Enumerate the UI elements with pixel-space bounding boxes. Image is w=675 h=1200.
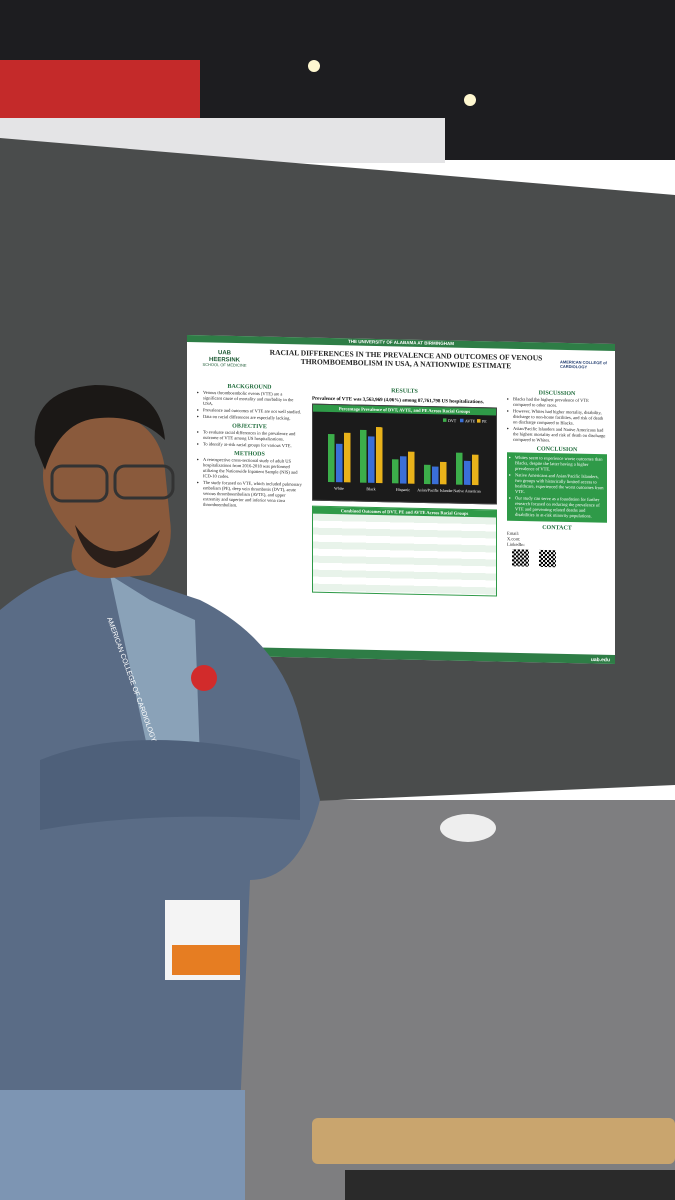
bar xyxy=(424,464,431,485)
poster-title: RACIAL DIFFERENCES IN THE PREVALENCE AND… xyxy=(269,348,543,371)
bar xyxy=(376,426,383,484)
bullet: Venous thromboembolic events (VTE) are a… xyxy=(203,390,302,409)
logo: UAB HEERSINK SCHOOL OF MEDICINE xyxy=(197,348,252,368)
section: BACKGROUNDVenous thromboembolic events (… xyxy=(197,382,302,422)
legend-swatch xyxy=(477,419,481,423)
category-label: Asian/Pacific Islander xyxy=(417,487,453,493)
contact: CONTACT Email: X.com: LinkedIn: xyxy=(507,523,607,572)
bar xyxy=(440,461,447,485)
bars: White Black Hispanic Asian/Pacific Islander… xyxy=(328,418,487,494)
shoe xyxy=(440,814,496,842)
bar xyxy=(368,436,375,483)
bar xyxy=(328,433,335,483)
legend-label: PE xyxy=(482,419,487,424)
section: OBJECTIVETo evaluate racial differences … xyxy=(197,422,302,449)
legend-label: DVT xyxy=(448,418,457,423)
table-title: Combined Outcomes of DVT, PE and AVTE Ac… xyxy=(313,506,496,518)
right-column: DISCUSSIONBlacks had the highest prevale… xyxy=(507,386,607,572)
bullet-list: A retrospective cross-sectional study of… xyxy=(197,457,302,510)
left-column: BACKGROUNDVenous thromboembolic events (… xyxy=(197,380,302,511)
section: DISCUSSIONBlacks had the highest prevale… xyxy=(507,389,607,444)
section: METHODSA retrospective cross-sectional s… xyxy=(197,449,302,510)
category-label: White xyxy=(334,486,344,491)
bullet-list: Venous thromboembolic events (VTE) are a… xyxy=(197,390,302,422)
bar xyxy=(400,456,407,484)
chart: Percentage Prevalence of DVT, AVTE, and … xyxy=(312,403,497,505)
legend-label: AVTE xyxy=(465,418,476,423)
qr-code xyxy=(539,549,556,568)
bar xyxy=(392,459,399,484)
category-label: Native American xyxy=(453,488,480,494)
bullet: To identify at-risk racial groups for va… xyxy=(203,441,302,449)
legend-swatch xyxy=(443,418,447,422)
section-heading: RESULTS xyxy=(391,386,418,395)
bullet-list: Whites seem to experience worse outcomes… xyxy=(507,452,607,523)
bullet: Native Americans and Asian/Pacific Islan… xyxy=(515,472,605,496)
bullet: However, Whites had higher mortality, di… xyxy=(513,408,607,426)
bar xyxy=(344,432,351,483)
light xyxy=(308,60,320,72)
bullet: The study focused on VTE, which included… xyxy=(203,480,302,510)
category-label: Hispanic xyxy=(396,487,410,492)
qr-code xyxy=(512,549,529,567)
bar xyxy=(456,452,463,485)
bullet: Data on racial differences are especiall… xyxy=(203,414,302,422)
contact-label: LinkedIn: xyxy=(507,541,525,548)
logo-school: SCHOOL OF MEDICINE xyxy=(202,362,247,368)
bar xyxy=(408,451,415,484)
results: RESULTS Prevalence of VTE was 3,563,969 … xyxy=(312,382,497,597)
bullet: Blacks had the highest prevalence of VTE… xyxy=(513,396,607,409)
bar xyxy=(360,429,367,483)
bullet-list: To evaluate racial differences in the pr… xyxy=(197,429,302,449)
bullet: Whites seem to experience worse outcomes… xyxy=(515,455,605,473)
poster-header: UAB HEERSINK SCHOOL OF MEDICINE RACIAL D… xyxy=(187,342,615,386)
category-label: Black xyxy=(366,486,375,491)
footer: uab.edu xyxy=(590,656,610,663)
table: Combined Outcomes of DVT, PE and AVTE Ac… xyxy=(312,505,497,597)
college: AMERICAN COLLEGE of CARDIOLOGY xyxy=(560,359,607,370)
bullet: Our study can serve as a foundation for … xyxy=(515,495,605,519)
poster-tube xyxy=(312,1118,675,1164)
legend-swatch xyxy=(460,418,464,423)
contact-labels: Email: X.com: LinkedIn: xyxy=(507,531,607,550)
bullet: A retrospective cross-sectional study of… xyxy=(203,457,302,481)
bullet: To evaluate racial differences in the pr… xyxy=(203,429,302,442)
wall-red xyxy=(0,60,200,120)
bar xyxy=(432,466,439,485)
light xyxy=(464,94,476,106)
equipment xyxy=(345,1170,675,1200)
bar xyxy=(464,460,471,485)
bullet: Asian/Pacific Islanders and Native Ameri… xyxy=(513,426,607,444)
bar xyxy=(336,443,343,483)
bar xyxy=(472,454,479,486)
poster: THE UNIVERSITY OF ALABAMA AT BIRMINGHAM … xyxy=(187,335,615,664)
bullet-list: Blacks had the highest prevalence of VTE… xyxy=(507,396,607,444)
section: CONCLUSIONWhites seem to experience wors… xyxy=(507,445,607,523)
